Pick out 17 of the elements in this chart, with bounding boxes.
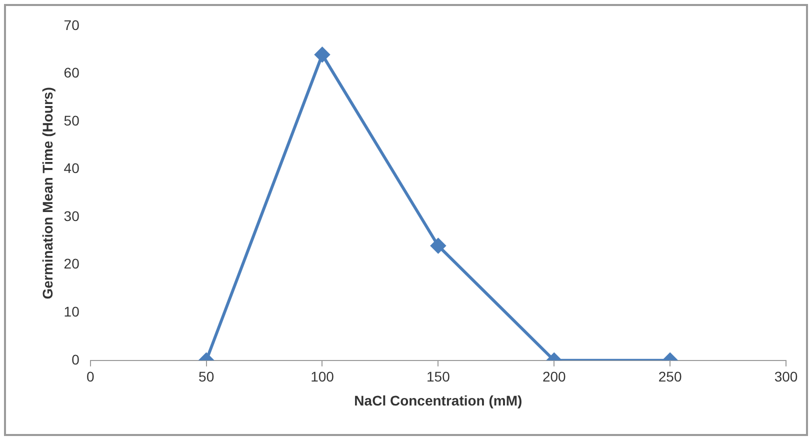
y-tick-label: 50 (64, 112, 80, 128)
y-tick-label: 0 (72, 351, 80, 368)
y-tick-label: 10 (64, 303, 80, 320)
y-tick-label: 60 (64, 64, 80, 81)
y-tick-label: 20 (64, 256, 80, 272)
x-tick-label: 0 (86, 368, 94, 385)
x-tick-label: 50 (198, 368, 214, 385)
x-axis-title: NaCl Concentration (mM) (354, 392, 522, 408)
x-tick-label: 250 (658, 368, 682, 385)
x-tick-label: 200 (542, 368, 566, 385)
x-tick-label: 100 (310, 368, 334, 385)
x-tick-label: 300 (774, 368, 798, 385)
y-tick-label: 70 (64, 16, 80, 33)
y-tick-label: 30 (64, 208, 80, 224)
y-axis-title: Germination Mean Time (Hours) (39, 87, 56, 300)
x-tick-label: 150 (426, 368, 450, 385)
y-tick-label: 40 (64, 160, 80, 176)
